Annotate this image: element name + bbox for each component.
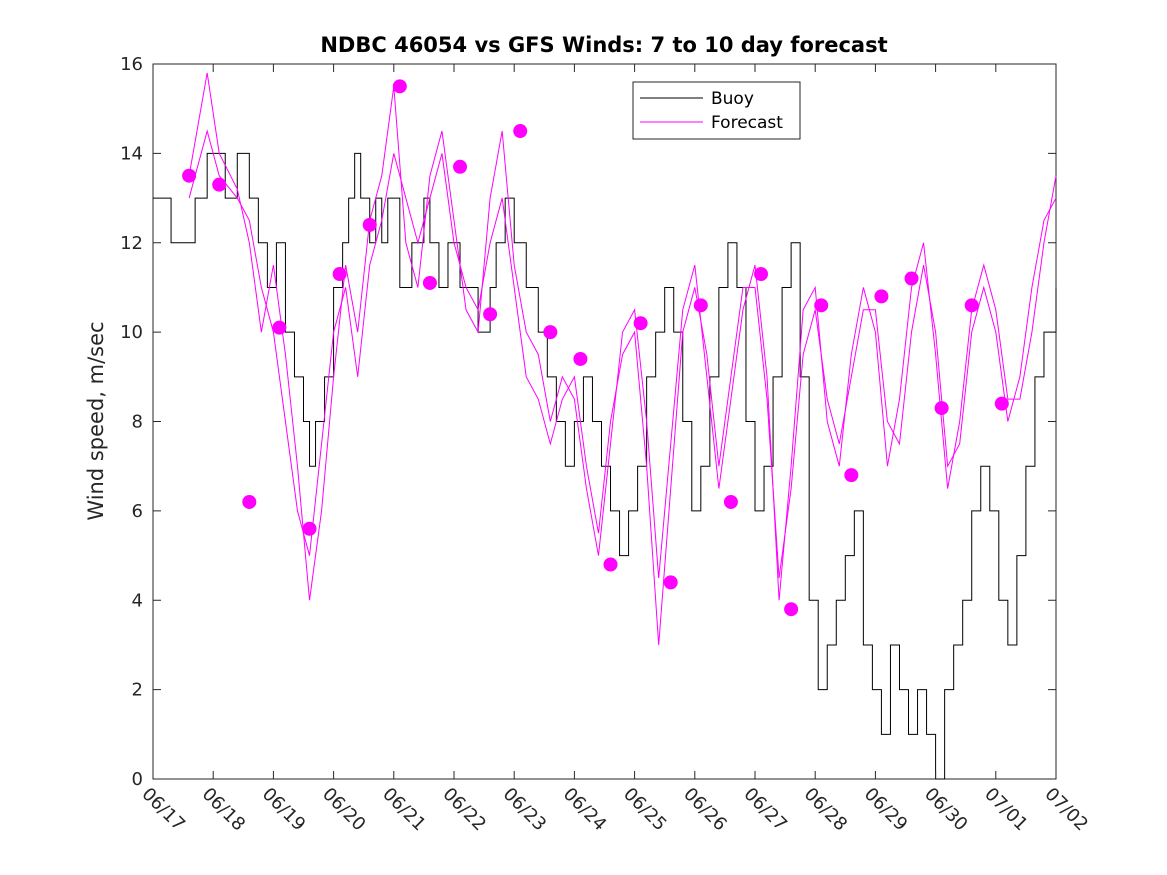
forecast-marker xyxy=(633,316,648,331)
forecast-marker xyxy=(814,298,829,313)
forecast-marker xyxy=(422,275,437,290)
legend: Buoy Forecast xyxy=(632,81,801,140)
legend-box xyxy=(632,81,801,140)
forecast-marker xyxy=(784,602,799,617)
forecast-marker xyxy=(212,177,227,192)
y-tick-label: 10 xyxy=(120,322,143,343)
x-tick-label: 07/01 xyxy=(980,784,1032,836)
y-tick-label: 16 xyxy=(120,54,143,75)
forecast-marker xyxy=(573,351,588,366)
legend-forecast-label: Forecast xyxy=(711,113,783,133)
forecast-marker xyxy=(663,575,678,590)
forecast-marker xyxy=(483,307,498,322)
forecast-marker xyxy=(543,325,558,340)
x-tick-label: 06/28 xyxy=(800,784,852,836)
y-tick-label: 0 xyxy=(132,769,143,790)
forecast-marker xyxy=(513,124,528,139)
forecast-marker xyxy=(603,557,618,572)
x-tick-label: 06/19 xyxy=(258,784,310,836)
forecast-marker xyxy=(693,298,708,313)
x-tick-label: 07/02 xyxy=(1040,784,1092,836)
plot-area xyxy=(152,63,1057,780)
forecast-marker xyxy=(754,267,769,282)
forecast-marker xyxy=(994,396,1009,411)
x-tick-label: 06/26 xyxy=(679,784,731,836)
marker-layer xyxy=(182,79,1009,617)
forecast-marker xyxy=(242,494,257,509)
x-tick-label: 06/21 xyxy=(378,784,430,836)
forecast-marker xyxy=(453,159,468,174)
legend-buoy-label: Buoy xyxy=(711,89,754,109)
y-tick-label: 12 xyxy=(120,233,143,254)
x-tick-label: 06/29 xyxy=(860,784,912,836)
forecast-marker xyxy=(844,468,859,483)
chart-title: NDBC 46054 vs GFS Winds: 7 to 10 day for… xyxy=(320,33,887,57)
forecast-marker xyxy=(332,267,347,282)
y-tick-label: 8 xyxy=(132,412,143,433)
forecast-marker xyxy=(272,320,287,335)
x-tick-label: 06/17 xyxy=(137,784,189,836)
forecast-marker xyxy=(392,79,407,94)
y-axis-label: Wind speed, m/sec xyxy=(84,321,108,520)
x-tick-label: 06/30 xyxy=(920,784,972,836)
x-tick-label: 06/22 xyxy=(438,784,490,836)
x-tick-label: 06/27 xyxy=(739,784,791,836)
forecast-marker xyxy=(723,494,738,509)
forecast-marker xyxy=(874,289,889,304)
x-tick-label: 06/25 xyxy=(619,784,671,836)
forecast-marker xyxy=(302,521,317,536)
forecast-marker xyxy=(904,271,919,286)
x-tick-label: 06/23 xyxy=(499,784,551,836)
series-buoy-line xyxy=(153,152,1057,780)
forecast-marker xyxy=(182,168,197,183)
y-tick-label: 2 xyxy=(132,680,143,701)
x-tick-label: 06/24 xyxy=(559,784,611,836)
forecast-marker xyxy=(934,401,949,416)
y-tick-label: 14 xyxy=(120,143,143,164)
x-tick-label: 06/20 xyxy=(318,784,370,836)
series-forecast-line xyxy=(188,129,1057,645)
x-tick-label: 06/18 xyxy=(198,784,250,836)
forecast-marker xyxy=(964,298,979,313)
forecast-marker xyxy=(362,217,377,232)
y-tick-label: 6 xyxy=(132,501,143,522)
y-tick-label: 4 xyxy=(132,590,143,611)
